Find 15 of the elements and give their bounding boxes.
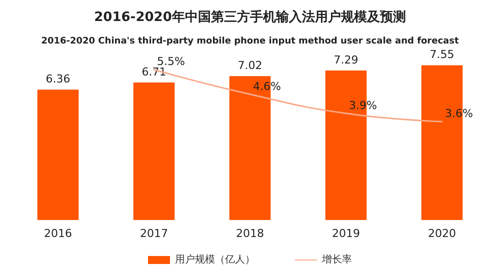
- x-tick-label: 2019: [332, 227, 360, 240]
- legend-label: 增长率: [321, 254, 352, 266]
- chart-subtitle: 2016-2020 China's third-party mobile phone input method user scale and forecast: [41, 36, 460, 46]
- x-tick-label: 2018: [236, 227, 264, 240]
- x-tick-label: 2017: [140, 227, 168, 240]
- bar: [37, 90, 79, 220]
- data-label: 6.36: [46, 72, 70, 86]
- x-tick-label: 2016: [44, 227, 72, 240]
- legend-label: 用户规模（亿人）: [175, 254, 255, 266]
- bar: [133, 82, 175, 220]
- data-label: 7.55: [430, 48, 454, 62]
- chart-title: 2016-2020年中国第三方手机输入法用户规模及预测: [94, 9, 406, 25]
- data-label: 7.02: [238, 59, 262, 72]
- x-tick-label: 2020: [428, 227, 456, 240]
- data-label: 7.29: [334, 54, 358, 67]
